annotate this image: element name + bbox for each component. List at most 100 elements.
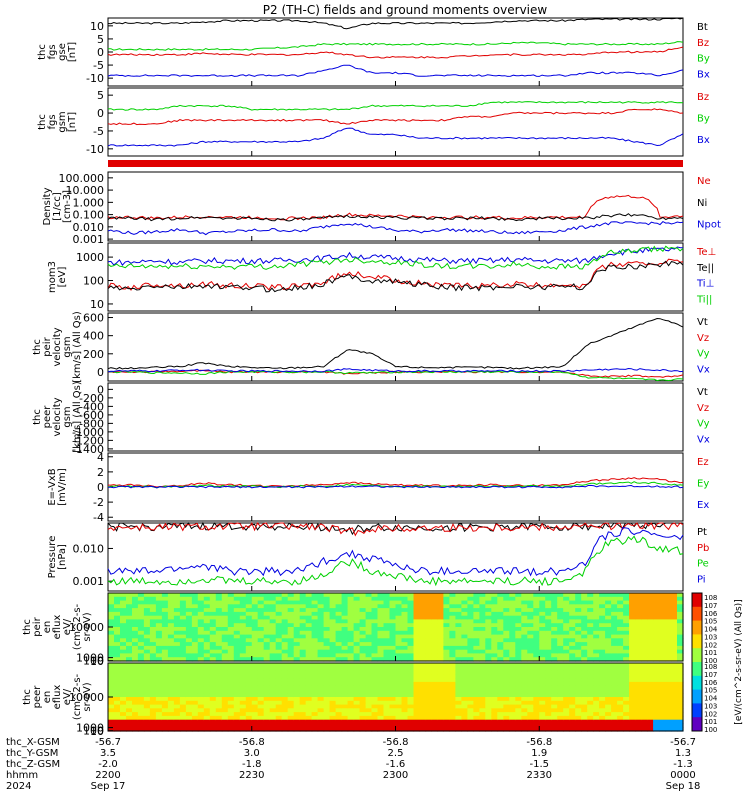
heatmap-cell (605, 674, 612, 679)
heatmap-cell (137, 723, 145, 728)
colorbar-label: [eV/(cm^2-s-sr-eV) (All Qs)] (734, 599, 744, 724)
y-tick-label: 1.000 (73, 196, 105, 209)
heatmap-cell (132, 619, 139, 624)
heatmap-cell (461, 623, 468, 628)
heatmap-cell (539, 611, 546, 617)
heatmap-cell (659, 715, 666, 721)
heatmap-cell (209, 611, 217, 617)
heatmap-cell (557, 627, 564, 632)
heatmap-cell (257, 715, 265, 721)
heatmap-cell (293, 619, 301, 624)
heatmap-cell (551, 611, 558, 617)
heatmap-cell (126, 623, 133, 628)
heatmap-cell (677, 719, 684, 725)
heatmap-cell (479, 663, 486, 668)
colorbar-tick-label: 107 (704, 602, 717, 610)
heatmap-cell (515, 611, 522, 617)
heatmap-cell (155, 704, 163, 709)
heatmap-cell (647, 666, 654, 672)
heatmap-cell (287, 630, 295, 636)
heatmap-cell (455, 678, 462, 683)
heatmap-cell (161, 627, 169, 632)
heatmap-cell (149, 681, 157, 687)
y-tick-label: -4 (93, 511, 104, 524)
heatmap-cell (401, 670, 409, 675)
heatmap-cell (497, 657, 504, 662)
heatmap-cell (197, 708, 205, 713)
heatmap-cell (233, 719, 241, 725)
heatmap-cell (395, 608, 403, 613)
heatmap-cell (479, 653, 486, 658)
x-axis-value: 1.3 (675, 748, 691, 759)
heatmap-cell (605, 638, 612, 643)
heatmap-cell (491, 708, 498, 713)
heatmap-cell (155, 653, 163, 658)
heatmap-cell (533, 708, 540, 713)
heatmap-cell (299, 697, 307, 702)
heatmap-cell (569, 611, 576, 617)
heatmap-cell (629, 604, 636, 609)
heatmap-cell (425, 670, 432, 675)
heatmap-cell (347, 645, 355, 651)
series-line-Pt (107, 521, 684, 536)
heatmap-cell (389, 611, 397, 617)
heatmap-cell (132, 596, 139, 602)
heatmap-cell (497, 727, 504, 732)
heatmap-cell (114, 627, 121, 632)
heatmap-cell (485, 619, 492, 624)
heatmap-cell (515, 615, 522, 621)
heatmap-cell (425, 600, 432, 605)
heatmap-cell (263, 670, 271, 675)
heatmap-cell (677, 649, 684, 655)
heatmap-cell (383, 627, 391, 632)
heatmap-cell (575, 719, 582, 725)
heatmap-cell (191, 670, 199, 675)
heatmap-cell (120, 693, 127, 698)
heatmap-cell (167, 723, 175, 728)
heatmap-cell (431, 604, 438, 609)
heatmap-cell (593, 615, 600, 621)
heatmap-cell (413, 638, 421, 643)
heatmap-cell (263, 700, 271, 706)
series-line-Ti|| (107, 245, 684, 270)
heatmap-cell (233, 623, 241, 628)
heatmap-cell (173, 723, 181, 728)
heatmap-cell (665, 674, 672, 679)
series-line-Ex (107, 484, 684, 489)
heatmap-cell (227, 693, 235, 698)
heatmap-cell (497, 666, 504, 672)
heatmap-cell (605, 697, 612, 702)
heatmap-cell (281, 600, 289, 605)
heatmap-cell (359, 611, 367, 617)
heatmap-cell (126, 708, 133, 713)
heatmap-cell (611, 700, 618, 706)
heatmap-cell (221, 689, 229, 694)
heatmap-cell (527, 608, 534, 613)
heatmap-cell (467, 693, 474, 698)
heatmap-cell (126, 593, 133, 598)
heatmap-cell (209, 670, 217, 675)
heatmap-cell (281, 704, 289, 709)
heatmap-cell (341, 604, 349, 609)
heatmap-cell (108, 615, 115, 621)
heatmap-cell (617, 596, 624, 602)
heatmap-cell (197, 608, 205, 613)
heatmap-cell (437, 689, 444, 694)
heatmap-cell (599, 663, 606, 668)
heatmap-cell (413, 619, 421, 624)
heatmap-cell (461, 596, 468, 602)
series-line-Pb (107, 522, 684, 537)
heatmap-cell (593, 727, 600, 732)
heatmap-cell (359, 657, 367, 662)
series-line-Ni (107, 213, 684, 222)
heatmap-cell (455, 681, 462, 687)
heatmap-cell (431, 712, 438, 717)
heatmap-cell (371, 649, 379, 655)
heatmap-cell (677, 693, 684, 698)
heatmap-cell (491, 619, 498, 624)
heatmap-cell (551, 704, 558, 709)
heatmap-cell (485, 681, 492, 687)
heatmap-cell (155, 697, 163, 702)
heatmap-cell (671, 681, 678, 687)
heatmap-cell (179, 615, 187, 621)
